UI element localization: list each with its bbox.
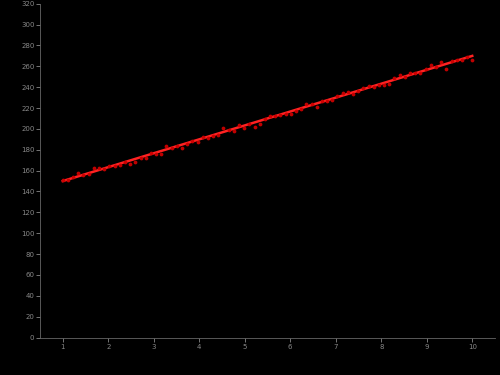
Point [411, 70, 419, 76]
Point [386, 81, 394, 87]
Point [396, 72, 404, 78]
Point [90, 165, 98, 171]
Point [188, 138, 196, 144]
Point [132, 159, 140, 165]
Point [69, 174, 77, 180]
Point [204, 135, 212, 141]
Point [121, 159, 129, 165]
Point [282, 111, 290, 117]
Point [452, 57, 460, 63]
Point [349, 91, 357, 97]
Point [308, 101, 316, 107]
Point [194, 139, 202, 145]
Point [416, 70, 424, 76]
Point [276, 112, 284, 118]
Point [318, 98, 326, 104]
Point [422, 66, 430, 72]
Point [312, 104, 320, 110]
Point [432, 64, 440, 70]
Point [178, 145, 186, 151]
Point [468, 57, 476, 63]
Point [126, 162, 134, 168]
Point [220, 125, 228, 131]
Point [390, 75, 398, 81]
Point [240, 125, 248, 131]
Point [116, 162, 124, 168]
Point [261, 116, 269, 122]
Point [95, 165, 103, 171]
Point [364, 82, 372, 88]
Point [136, 156, 144, 162]
Point [142, 155, 150, 161]
Point [214, 132, 222, 138]
Point [287, 111, 295, 117]
Point [266, 113, 274, 119]
Point [338, 90, 346, 96]
Point [100, 166, 108, 172]
Point [183, 141, 191, 147]
Point [84, 171, 92, 177]
Point [344, 89, 352, 95]
Point [292, 108, 300, 114]
Point [354, 88, 362, 94]
Point [152, 152, 160, 157]
Point [328, 97, 336, 103]
Point [427, 62, 435, 68]
Point [323, 98, 331, 104]
Point [246, 121, 254, 127]
Point [297, 106, 305, 112]
Point [448, 57, 456, 63]
Point [250, 123, 258, 129]
Point [334, 93, 342, 99]
Point [230, 128, 238, 134]
Point [64, 177, 72, 183]
Point [235, 123, 243, 129]
Point [209, 133, 217, 139]
Point [272, 113, 280, 119]
Point [360, 86, 368, 92]
Point [157, 151, 165, 157]
Point [110, 163, 118, 169]
Point [173, 143, 181, 149]
Point [401, 74, 409, 80]
Point [256, 121, 264, 127]
Point [380, 82, 388, 88]
Point [224, 128, 232, 134]
Point [458, 57, 466, 63]
Point [442, 66, 450, 72]
Point [162, 143, 170, 149]
Point [437, 59, 445, 65]
Point [106, 163, 114, 169]
Point [406, 70, 414, 76]
Point [59, 177, 67, 183]
Point [375, 82, 383, 88]
Point [463, 54, 471, 60]
Point [80, 172, 88, 178]
Point [147, 150, 155, 156]
Point [302, 101, 310, 107]
Point [168, 145, 175, 151]
Point [370, 84, 378, 90]
Point [198, 135, 206, 141]
Point [74, 170, 82, 176]
